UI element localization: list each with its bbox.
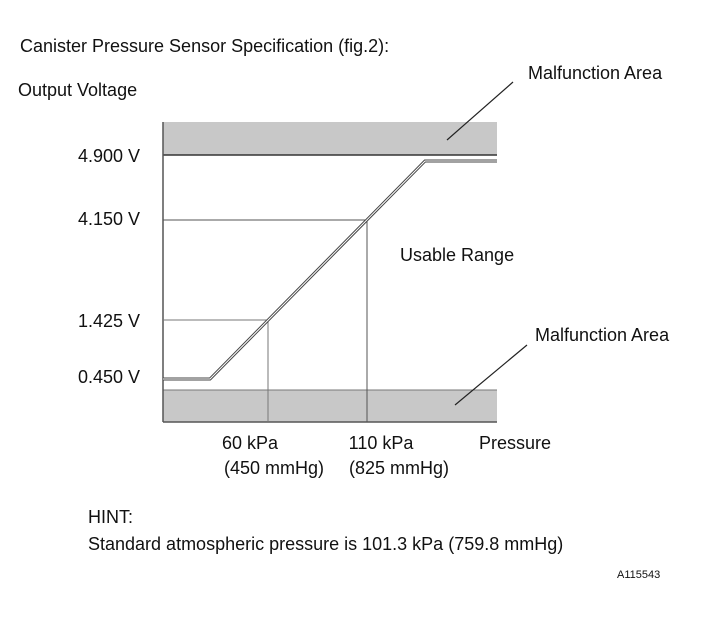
y-label: 1.425 V	[78, 311, 140, 331]
lower-malfunction-band	[163, 390, 497, 422]
upper-malfunction-band	[163, 122, 497, 155]
x-label-sub: (825 mmHg)	[349, 458, 449, 478]
region-label: Usable Range	[400, 245, 514, 265]
callout-line	[446, 81, 514, 141]
y-label: 4.900 V	[78, 146, 140, 166]
region-label: Malfunction Area	[528, 63, 663, 83]
hint-heading: HINT:	[88, 507, 133, 527]
x-label: 110 kPa	[349, 433, 415, 453]
hint-text: Standard atmospheric pressure is 101.3 k…	[88, 534, 563, 554]
x-axis-label: Pressure	[479, 433, 551, 453]
callout-line	[454, 344, 528, 406]
y-label: 4.150 V	[78, 209, 140, 229]
y-axis-label: Output Voltage	[18, 80, 137, 100]
figure-id: A115543	[617, 569, 660, 581]
x-label-sub: (450 mmHg)	[224, 458, 324, 478]
x-label: 60 kPa	[222, 433, 279, 453]
y-label: 0.450 V	[78, 367, 140, 387]
title: Canister Pressure Sensor Specification (…	[20, 36, 389, 56]
sensor-curve-inner	[163, 160, 497, 380]
region-label: Malfunction Area	[535, 325, 670, 345]
